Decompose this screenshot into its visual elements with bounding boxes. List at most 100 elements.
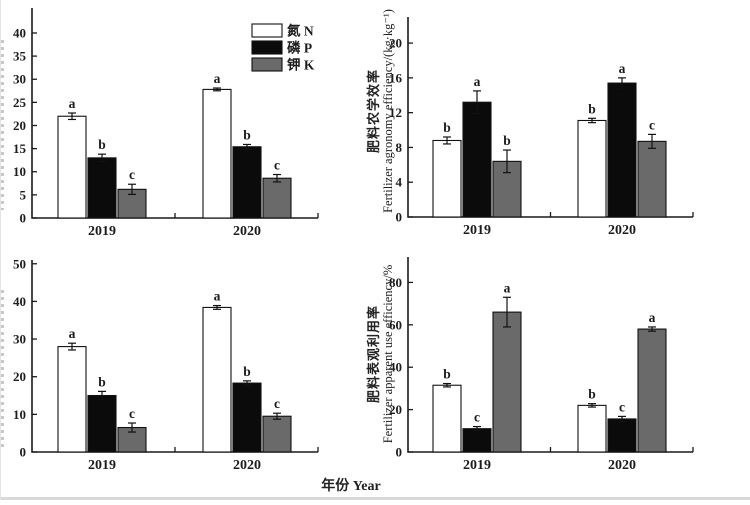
significance-letter: b (98, 137, 106, 152)
bottom-edge-strip (0, 497, 750, 500)
y-tick-label: 5 (20, 187, 27, 202)
y-tick-label: 0 (396, 445, 403, 460)
y-tick-label: 25 (13, 95, 27, 110)
bar-2019-s0 (432, 139, 462, 218)
significance-letter: c (274, 396, 280, 411)
y-tick-label: 40 (389, 360, 402, 375)
bar-2019-s1 (462, 101, 492, 218)
bar-2020-s1 (607, 82, 637, 218)
bar-2020-s2 (637, 328, 667, 453)
y-tick-label: 40 (13, 25, 26, 40)
y-tick-label: 15 (13, 141, 27, 156)
significance-letter: c (129, 406, 135, 421)
y-tick-label: 50 (13, 256, 26, 271)
legend-label-0: 氮 N (287, 23, 314, 39)
y-tick-label: 12 (389, 105, 402, 120)
significance-letter: b (503, 133, 511, 148)
y-tick-label: 0 (20, 211, 27, 226)
significance-letter: b (98, 374, 106, 389)
x-category-label: 2019 (88, 224, 116, 239)
y-tick-label: 20 (13, 118, 26, 133)
x-category-label: 2020 (233, 224, 261, 239)
chart-panel-bottom-left: 0 10 20 30 40 50 2019 a b c 2020 a b c (0, 250, 375, 500)
y-axis-label-en: Fertilizer apparent use efficiency/% (381, 264, 395, 444)
clipped-y-axis-label-bottom-left (0, 290, 4, 450)
bar-2020-s0 (202, 88, 232, 219)
bar-2019-s2 (492, 311, 522, 453)
legend-label-1: 磷 P (287, 40, 312, 56)
bar-2020-s2 (262, 177, 292, 219)
significance-letter: c (649, 117, 655, 132)
legend-swatch-2 (251, 57, 283, 72)
y-tick-label: 0 (396, 210, 403, 225)
significance-letter: b (243, 127, 251, 142)
legend-label-2: 钾 K (287, 57, 315, 73)
bar-2020-s0 (577, 404, 607, 453)
clipped-y-axis-label-top-left (0, 40, 4, 210)
x-category-label: 2020 (608, 223, 636, 238)
left-edge-strip (0, 0, 1, 500)
significance-letter: b (588, 101, 596, 116)
x-category-label: 2019 (88, 458, 116, 473)
legend-swatch-0 (251, 23, 283, 38)
bar-2019-s1 (87, 394, 117, 453)
y-axis-label-zh: 肥料表观利用率 (366, 305, 381, 404)
bar-2019-s0 (57, 346, 87, 453)
bar-chart-top-right: 0 4 8 12 16 20 2019 b a b 2020 b a c (389, 17, 694, 238)
significance-letter: c (129, 167, 135, 182)
significance-letter: a (649, 310, 656, 325)
significance-letter: b (588, 387, 596, 402)
bar-chart-bottom-left: 0 10 20 30 40 50 2019 a b c 2020 a b c (13, 256, 319, 473)
significance-letter: a (214, 71, 221, 86)
significance-letter: b (443, 120, 451, 135)
y-tick-label: 35 (13, 49, 27, 64)
x-category-label: 2019 (463, 223, 491, 238)
y-tick-label: 20 (389, 402, 402, 417)
y-tick-label: 20 (389, 36, 402, 51)
significance-letter: a (69, 326, 76, 341)
bar-2020-s1 (232, 382, 262, 453)
x-category-label: 2019 (463, 458, 491, 473)
significance-letter: b (443, 367, 451, 382)
legend-swatch-1 (251, 40, 283, 55)
significance-letter: c (474, 410, 480, 425)
y-tick-label: 10 (13, 407, 26, 422)
bar-2020-s2 (637, 140, 667, 218)
significance-letter: a (474, 74, 481, 89)
bar-2019-s0 (57, 115, 87, 219)
y-tick-label: 40 (13, 294, 26, 309)
significance-letter: a (214, 289, 221, 304)
x-category-label: 2020 (233, 458, 261, 473)
y-tick-label: 20 (13, 369, 26, 384)
bar-2019-s0 (432, 384, 462, 453)
y-tick-label: 16 (389, 70, 403, 85)
y-tick-label: 30 (13, 72, 26, 87)
chart-panel-bottom-right: 0 20 40 60 80 2019 b c a 2020 b c a (375, 250, 750, 500)
bar-chart-bottom-right: 0 20 40 60 80 2019 b c a 2020 b c a (389, 257, 694, 473)
y-tick-label: 30 (13, 332, 26, 347)
bar-2020-s0 (202, 306, 232, 453)
bar-2019-s1 (462, 428, 492, 453)
significance-letter: c (274, 158, 280, 173)
x-axis-title: 年份 Year (321, 479, 381, 494)
bar-chart-top-left: 0 5 10 15 20 25 30 35 40 2019 a b c 2020 a b c 氮 N磷 P钾 K (13, 8, 319, 239)
x-category-label: 2020 (608, 458, 636, 473)
significance-letter: a (619, 61, 626, 76)
bar-2019-s1 (87, 157, 117, 219)
significance-letter: b (243, 364, 251, 379)
y-axis-label-apparent-use-efficiency: 肥料表观利用率 Fertilizer apparent use efficien… (366, 204, 396, 504)
bar-2020-s1 (232, 146, 262, 219)
y-tick-label: 60 (389, 317, 402, 332)
y-tick-label: 8 (396, 140, 403, 155)
y-tick-label: 4 (396, 175, 403, 190)
significance-letter: a (504, 280, 511, 295)
bar-2020-s2 (262, 415, 292, 453)
significance-letter: a (69, 96, 76, 111)
y-tick-label: 80 (389, 275, 402, 290)
bar-2020-s0 (577, 119, 607, 218)
y-tick-label: 10 (13, 164, 26, 179)
chart-panel-top-right: 0 4 8 12 16 20 2019 b a b 2020 b a c (375, 0, 750, 250)
bar-2020-s1 (607, 418, 637, 453)
